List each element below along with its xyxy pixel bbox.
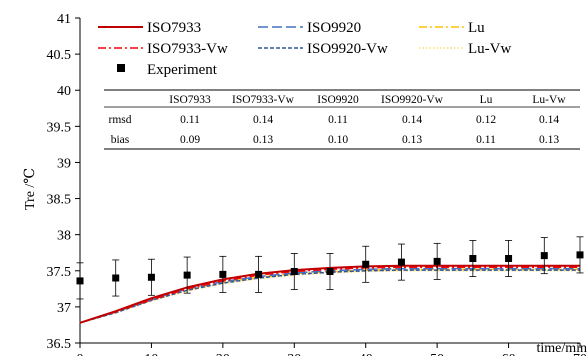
y-tick-label: 39	[57, 156, 71, 171]
y-tick-label: 37	[57, 301, 71, 316]
legend: ISO7933 ISO9920 Lu ISO7933-Vw ISO9920-Vw Lu-V…	[98, 20, 511, 78]
experiment-point	[505, 255, 513, 262]
table-cell: rmsd	[109, 114, 132, 126]
x-tick-label: 0	[77, 352, 84, 356]
experiment-point	[76, 277, 84, 285]
y-tick-label: 38.5	[47, 193, 72, 208]
x-tick-label: 10	[144, 352, 158, 356]
x-axis-title: time/min	[536, 341, 587, 356]
x-tick-label: 30	[287, 352, 301, 356]
experiment-point	[112, 274, 120, 282]
table-cell: bias	[111, 134, 130, 146]
x-tick-label: 60	[502, 352, 516, 356]
table-cell: 0.13	[402, 134, 422, 146]
table-header-cell: ISO9920-Vw	[381, 94, 444, 106]
legend-label: Lu-Vw	[468, 41, 511, 57]
table-header-cell: ISO9920	[317, 94, 359, 106]
y-tick-label: 36.5	[47, 337, 72, 352]
x-tick-label: 40	[359, 352, 373, 356]
table-header-cell: ISO7933-Vw	[232, 94, 295, 106]
series-line-iso9920-vw	[79, 269, 580, 324]
experiment-points	[76, 236, 584, 300]
table-header-cell: ISO7933	[169, 94, 211, 106]
table-cell: 0.09	[180, 134, 200, 146]
table-cell: 0.14	[253, 114, 273, 126]
legend-label: Lu	[468, 20, 485, 36]
table-cell: 0.13	[539, 134, 559, 146]
experiment-point	[362, 260, 370, 268]
legend-label: ISO7933-Vw	[147, 41, 228, 57]
y-axis-title: Tre /℃	[23, 168, 38, 210]
experiment-point	[183, 271, 191, 279]
experiment-point	[219, 270, 227, 278]
experiment-point	[290, 268, 298, 275]
experiment-point	[397, 258, 405, 266]
legend-label: ISO7933	[147, 20, 201, 36]
axes-group: 36.5 37 37.5 38 38.5 39 39.5 40 40.5 41 0 10 20 30 40 5…	[47, 12, 587, 356]
table-cell: 0.12	[476, 114, 496, 126]
experiment-point	[540, 252, 548, 260]
y-tick-label: 39.5	[47, 120, 72, 135]
y-tick-label: 37.5	[47, 265, 72, 280]
table-cell: 0.11	[476, 134, 496, 146]
experiment-point	[255, 270, 263, 278]
table-cell: 0.11	[180, 114, 200, 126]
y-tick-label: 40	[57, 84, 71, 99]
stats-table: ISO7933 ISO7933-Vw ISO9920 ISO9920-Vw Lu Lu-V…	[104, 89, 580, 150]
table-cell: 0.10	[328, 134, 348, 146]
table-header-cell: Lu-Vw	[532, 94, 566, 106]
table-cell: 0.11	[328, 114, 348, 126]
x-tick-label: 50	[430, 352, 444, 356]
legend-label: ISO9920-Vw	[307, 41, 388, 57]
legend-label: ISO9920	[307, 20, 361, 36]
legend-label: Experiment	[147, 62, 218, 78]
y-tick-label: 41	[57, 12, 71, 27]
y-tick-label: 40.5	[47, 48, 72, 63]
experiment-point	[433, 257, 441, 265]
y-tick-label: 38	[57, 229, 71, 244]
experiment-point	[576, 251, 584, 259]
x-tick-label: 70	[573, 352, 587, 356]
table-header-cell: Lu	[480, 94, 493, 106]
x-tick-label: 20	[216, 352, 230, 356]
experiment-point	[326, 268, 334, 275]
table-cell: 0.14	[539, 114, 559, 126]
table-cell: 0.14	[402, 114, 422, 126]
table-cell: 0.13	[253, 134, 273, 146]
experiment-point	[469, 255, 477, 262]
legend-swatch-experiment	[117, 64, 125, 72]
experiment-point	[147, 273, 155, 281]
